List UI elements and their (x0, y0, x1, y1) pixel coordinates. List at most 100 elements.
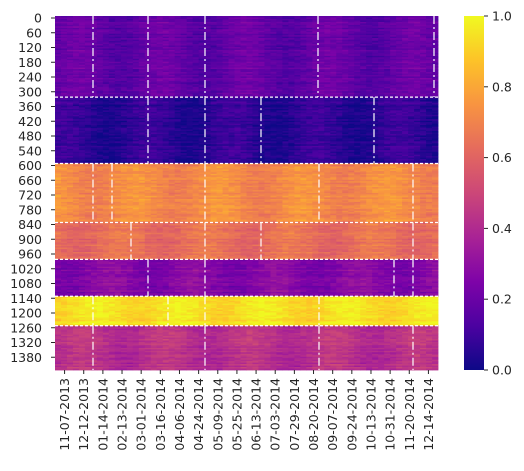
heatmap-cell (84, 92, 92, 95)
heatmap-cell (354, 27, 361, 30)
heatmap-cell (222, 27, 229, 30)
heatmap-cell (396, 45, 403, 48)
heatmap-cell (276, 116, 283, 119)
heatmap-cell (258, 63, 265, 66)
heatmap-cell (306, 41, 313, 43)
heatmap-cell (78, 60, 86, 63)
heatmap-cell (354, 32, 361, 35)
heatmap-cell (55, 58, 62, 61)
heatmap-cell (246, 29, 253, 32)
heatmap-cell (312, 42, 319, 45)
heatmap-cell (276, 95, 283, 98)
heatmap-cell (150, 94, 158, 97)
heatmap-cell (288, 72, 295, 74)
heatmap-cell (366, 105, 373, 108)
heatmap-cell (384, 92, 391, 95)
heatmap-cell (60, 55, 68, 58)
heatmap-cell (282, 82, 289, 85)
heatmap-cell (324, 33, 331, 36)
heatmap-cell (78, 107, 86, 110)
heatmap-cell (60, 129, 68, 132)
heatmap-cell (168, 73, 176, 76)
heatmap-cell (264, 60, 271, 63)
heatmap-cell (426, 33, 433, 36)
heatmap-cell (264, 108, 271, 111)
heatmap-cell (192, 72, 200, 74)
heatmap-cell (342, 66, 349, 69)
heatmap-cell (288, 70, 295, 73)
heatmap-cell (276, 54, 283, 57)
heatmap-cell (66, 100, 74, 102)
heatmap-cell (78, 35, 86, 38)
heatmap-cell (396, 73, 403, 76)
heatmap-cell (348, 41, 355, 43)
heatmap-cell (396, 103, 403, 105)
heatmap-cell (78, 79, 86, 82)
heatmap-cell (60, 75, 68, 77)
heatmap-cell (174, 49, 182, 52)
heatmap-cell (306, 27, 313, 30)
heatmap-cell (426, 36, 433, 39)
heatmap-cell (162, 20, 170, 23)
heatmap-cell (180, 107, 188, 110)
heatmap-cell (84, 80, 92, 83)
heatmap-cell (120, 55, 128, 58)
heatmap-cell (198, 70, 206, 73)
heatmap-cell (180, 114, 188, 117)
heatmap-cell (396, 17, 403, 20)
heatmap-cell (408, 97, 415, 99)
heatmap-cell (384, 20, 391, 23)
heatmap-cell (132, 111, 140, 114)
heatmap-cell (186, 63, 194, 66)
heatmap-cell (408, 64, 415, 67)
heatmap-cell (132, 75, 140, 77)
heatmap-cell (246, 48, 253, 51)
heatmap-cell (300, 42, 307, 45)
heatmap-cell (192, 123, 200, 126)
heatmap-cell (318, 23, 325, 26)
heatmap-cell (432, 91, 439, 94)
heatmap-cell (264, 63, 271, 66)
heatmap-cell (96, 77, 104, 80)
heatmap-cell (390, 122, 397, 125)
heatmap-cell (114, 32, 122, 35)
heatmap-cell (156, 119, 164, 122)
heatmap-cell (396, 70, 403, 73)
heatmap-cell (348, 20, 355, 23)
heatmap-cell (360, 52, 367, 55)
heatmap-cell (264, 24, 271, 27)
heatmap-cell (60, 114, 68, 117)
heatmap-cell (240, 77, 247, 80)
heatmap-cell (342, 82, 349, 85)
heatmap-cell (126, 16, 134, 18)
heatmap-cell (342, 23, 349, 26)
heatmap-cell (420, 67, 427, 70)
heatmap-cell (204, 91, 211, 94)
heatmap-cell (96, 111, 104, 114)
heatmap-cell (246, 32, 253, 35)
heatmap-cell (264, 122, 271, 125)
heatmap-cell (414, 24, 421, 27)
heatmap-cell (300, 114, 307, 117)
heatmap-cell (270, 86, 277, 89)
heatmap-cell (264, 32, 271, 35)
heatmap-cell (90, 116, 98, 119)
heatmap-cell (102, 55, 110, 58)
heatmap-cell (270, 57, 277, 60)
heatmap-cell (348, 67, 355, 70)
heatmap-cell (216, 128, 223, 130)
heatmap-cell (102, 76, 110, 79)
heatmap-cell (414, 119, 421, 122)
heatmap-cell (210, 54, 217, 57)
heatmap-cell (276, 42, 283, 45)
heatmap-cell (138, 63, 146, 66)
heatmap-cell (228, 129, 235, 132)
heatmap-cell (432, 44, 439, 46)
heatmap-cell (426, 101, 433, 104)
heatmap-cell (408, 72, 415, 74)
heatmap-cell (240, 105, 247, 108)
heatmap-cell (84, 16, 92, 18)
heatmap-cell (408, 48, 415, 51)
heatmap-cell (90, 42, 98, 45)
heatmap-cell (198, 64, 206, 67)
